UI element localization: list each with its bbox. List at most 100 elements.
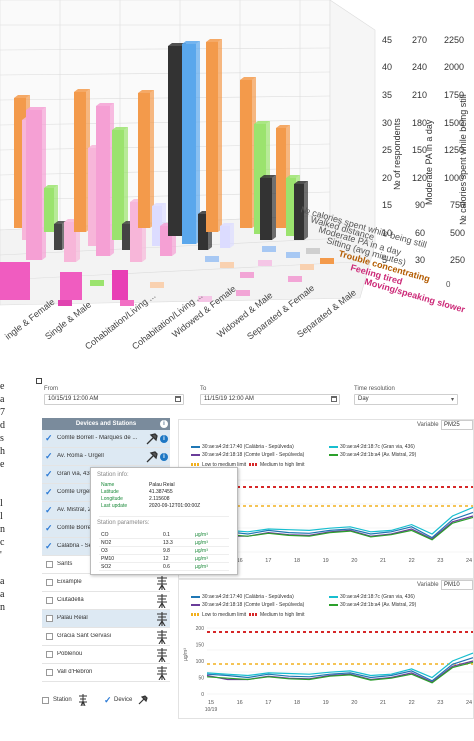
info-icon[interactable]: i <box>160 435 168 443</box>
checkbox-checked-icon[interactable]: ✓ <box>45 433 53 443</box>
x-tick-label: 20 <box>351 558 357 564</box>
x-tick-label: 18 <box>294 558 300 564</box>
bar-3d <box>262 246 276 252</box>
edge-char: c <box>0 537 5 548</box>
edge-char: e <box>0 381 5 392</box>
list-item-label: Calàbria - Sepúlveda <box>57 543 114 549</box>
checkbox-checked-icon[interactable]: ✓ <box>45 487 53 497</box>
bar-3d <box>288 276 302 282</box>
list-item-label: Comte Borrell - Marquès de ... <box>57 435 138 441</box>
axis-tick: 90 <box>415 200 425 210</box>
divider <box>99 570 229 571</box>
legend-item[interactable]: 30:ae:a4:2d:1b:a4 (Av. Mistral, 29) <box>329 452 416 458</box>
right-axes: 45 40 35 30 25 20 15 10 5 270 240 210 18… <box>382 35 465 265</box>
tower-icon[interactable] <box>156 594 168 608</box>
legend-swatch <box>191 603 200 606</box>
bar-3d-top <box>294 181 308 184</box>
legend-swatch <box>191 445 200 448</box>
popup-title: Station info: <box>97 472 129 478</box>
checkbox-checked-icon[interactable]: ✓ <box>45 541 53 551</box>
series-line <box>206 661 474 684</box>
axis-tick: 270 <box>412 35 427 45</box>
popup-params-title: Station parameters: <box>97 520 150 526</box>
dashboard: From 10/15/19 12:00 AM To 11/15/19 12:00… <box>30 375 474 741</box>
x-tick-label: 17 <box>265 558 271 564</box>
series-line <box>206 652 474 679</box>
to-date-input[interactable]: 11/15/19 12:00 AM <box>200 394 340 405</box>
param-unit: µg/m³ <box>195 548 208 554</box>
checkbox[interactable] <box>46 561 53 568</box>
legend-label: Low to medium limit <box>202 462 247 468</box>
legend-swatch <box>329 453 338 456</box>
time-resolution-select[interactable]: Day ▾ <box>354 394 458 405</box>
legend-label: Medium to high limit <box>260 462 305 468</box>
legend-item[interactable]: 30:ae:a4:2d:18:18 (Comte Urgell - Sepúlv… <box>191 602 304 608</box>
bar-3d-top <box>260 175 276 178</box>
legend-item[interactable]: 30:ae:a4:2d:18:18 (Comte Urgell - Sepúlv… <box>191 452 304 458</box>
pm10-line-chart[interactable]: 15 16 17 18 19 20 21 22 23 24 10/19 200 150 100 50 0 µg/… <box>179 580 474 720</box>
list-item[interactable]: Poblenou <box>42 646 170 664</box>
tower-icon[interactable] <box>156 576 168 590</box>
calendar-icon[interactable] <box>331 396 337 402</box>
legend-item[interactable]: Low to medium limit <box>191 612 246 618</box>
checkbox[interactable] <box>46 633 53 640</box>
info-icon[interactable]: i <box>160 420 168 428</box>
legend-item[interactable]: 30:ae:a4:2d:17:40 (Calàbria - Sepúlveda) <box>191 594 294 600</box>
legend-item[interactable]: 30:ae:a4:2d:18:7c (Gran via, 436) <box>329 444 415 450</box>
param-unit: µg/m³ <box>195 556 208 562</box>
list-item[interactable]: Gràcia Sant Gervasi <box>42 628 170 646</box>
tower-icon[interactable] <box>156 648 168 662</box>
list-item[interactable]: Eixample <box>42 574 170 592</box>
list-item-label: Ciutadella <box>57 597 84 603</box>
bar-group <box>0 39 334 306</box>
tower-icon[interactable] <box>156 666 168 680</box>
from-date-input[interactable]: 10/15/19 12:00 AM <box>44 394 184 405</box>
checkbox[interactable] <box>46 597 53 604</box>
list-item[interactable]: ✓ Av. Roma - Urgell i <box>42 448 170 466</box>
legend-item[interactable]: 30:ae:a4:2d:1b:a4 (Av. Mistral, 29) <box>329 602 416 608</box>
list-item[interactable]: Palau Reial <box>42 610 170 628</box>
to-label: To <box>200 386 207 392</box>
legend-item[interactable]: Medium to high limit <box>249 612 304 618</box>
tower-icon[interactable] <box>156 630 168 644</box>
time-resolution-label: Time resolution <box>354 386 395 392</box>
checkbox[interactable] <box>46 579 53 586</box>
bar-3d <box>240 80 252 228</box>
legend-item[interactable]: Low to medium limit <box>191 462 246 468</box>
checkbox-checked-icon[interactable]: ✓ <box>45 469 53 479</box>
edge-char: n <box>0 524 5 535</box>
variable-label: Variable <box>417 582 439 588</box>
device-legend-check-icon[interactable]: ✓ <box>104 695 112 705</box>
list-item[interactable]: Vall d'Hebron <box>42 664 170 682</box>
sensor-icon[interactable] <box>146 451 158 463</box>
checkbox-checked-icon[interactable]: ✓ <box>45 523 53 533</box>
tower-icon[interactable] <box>156 612 168 626</box>
bar-3d <box>90 280 104 286</box>
legend-item[interactable]: 30:ae:a4:2d:18:7c (Gran via, 436) <box>329 594 415 600</box>
calendar-icon[interactable] <box>175 396 181 402</box>
variable-select[interactable]: PM25 <box>441 420 473 430</box>
param-unit: µg/m³ <box>195 540 208 546</box>
list-item[interactable]: Ciutadella <box>42 592 170 610</box>
x-tick-label: 23 <box>437 558 443 564</box>
checkbox[interactable] <box>46 615 53 622</box>
checkbox[interactable] <box>46 669 53 676</box>
checkbox[interactable] <box>46 651 53 658</box>
station-legend-checkbox[interactable] <box>42 697 49 704</box>
axis-tick: 30 <box>382 118 392 128</box>
window-checkbox-icon[interactable] <box>36 378 42 384</box>
right-axis-titles: № of respondents Moderate PA in a day № … <box>392 94 468 225</box>
to-date-value: 11/15/19 12:00 AM <box>204 396 254 402</box>
checkbox-checked-icon[interactable]: ✓ <box>45 505 53 515</box>
list-item[interactable]: ✓ Comte Borrell - Marquès de ... i <box>42 430 170 448</box>
variable-value: PM10 <box>444 582 460 588</box>
time-resolution-value: Day <box>358 396 369 402</box>
legend-item[interactable]: Medium to high limit <box>249 462 304 468</box>
checkbox-checked-icon[interactable]: ✓ <box>45 451 53 461</box>
legend-item[interactable]: 30:ae:a4:2d:17:40 (Calàbria - Sepúlveda) <box>191 444 294 450</box>
sensor-icon[interactable] <box>146 433 158 445</box>
variable-select[interactable]: PM10 <box>441 580 473 590</box>
info-icon[interactable]: i <box>160 453 168 461</box>
bar-3d-top <box>220 223 234 226</box>
